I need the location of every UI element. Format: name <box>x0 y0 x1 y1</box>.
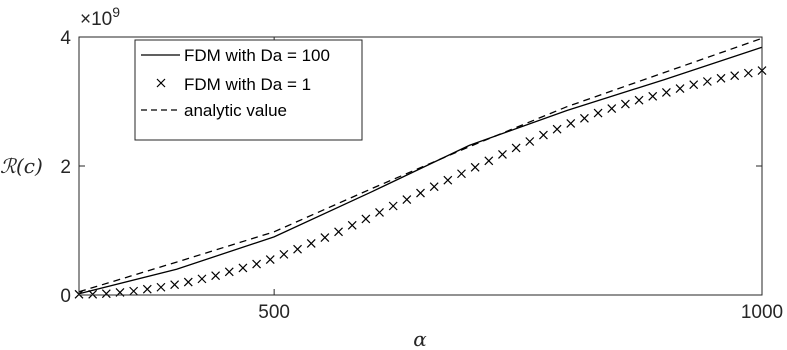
series-da1-markers <box>74 66 767 299</box>
y-axis-label: ℛ(c) <box>0 154 43 178</box>
ticks-layer: 500 1000 0 2 4 <box>60 28 783 323</box>
y-tick-label: 0 <box>60 286 71 307</box>
data-point-x-marker <box>279 249 289 259</box>
data-point-x-marker <box>634 95 644 105</box>
data-point-x-marker <box>388 201 398 211</box>
data-point-x-marker <box>252 259 262 269</box>
data-point-x-marker <box>197 274 207 284</box>
y-tick-label: 2 <box>60 157 71 178</box>
data-point-x-marker <box>361 214 371 224</box>
data-point-x-marker <box>620 99 630 109</box>
data-point-x-marker <box>265 255 275 264</box>
data-point-x-marker <box>484 156 494 166</box>
data-point-x-marker <box>525 137 535 146</box>
series-layer <box>74 37 767 299</box>
data-point-x-marker <box>539 130 548 140</box>
data-point-x-marker <box>443 175 453 185</box>
data-point-x-marker <box>402 195 412 204</box>
data-point-x-marker <box>730 71 740 81</box>
data-point-x-marker <box>334 227 343 237</box>
y-exponent-base: ×10 <box>80 9 112 30</box>
y-exponent-power: 9 <box>112 4 120 20</box>
data-point-x-marker <box>675 84 685 94</box>
data-point-x-marker <box>457 169 466 179</box>
legend-label-da100: FDM with Da = 100 <box>184 46 330 65</box>
data-point-x-marker <box>156 282 166 292</box>
data-point-x-marker <box>593 108 603 118</box>
data-point-x-marker <box>498 149 507 159</box>
data-point-x-marker <box>320 233 330 243</box>
data-point-x-marker <box>224 267 234 277</box>
data-point-x-marker <box>716 73 726 83</box>
data-point-x-marker <box>743 68 753 78</box>
data-point-x-marker <box>416 188 425 198</box>
data-point-x-marker <box>88 289 98 299</box>
data-point-x-marker <box>470 162 480 172</box>
series-da100-line <box>78 46 763 295</box>
legend: FDM with Da = 100 FDM with Da = 1 analyt… <box>134 39 363 141</box>
data-point-x-marker <box>579 113 589 123</box>
x-tick-label: 1000 <box>741 302 783 323</box>
data-point-x-marker <box>429 182 439 192</box>
series-analytic-line <box>78 37 763 293</box>
data-point-x-marker <box>689 80 699 90</box>
x-tick-label: 500 <box>258 302 290 323</box>
data-point-x-marker <box>375 208 384 217</box>
data-point-x-marker <box>101 289 111 299</box>
data-point-x-marker <box>648 91 658 101</box>
data-point-x-marker <box>293 244 302 254</box>
legend-sample-da1 <box>156 78 166 88</box>
data-point-x-marker <box>306 238 316 248</box>
data-point-x-marker <box>211 271 221 281</box>
data-point-x-marker <box>702 77 712 86</box>
data-point-x-marker <box>238 263 248 273</box>
data-point-x-marker <box>661 88 671 97</box>
data-point-x-marker <box>566 119 576 128</box>
data-point-x-marker <box>511 143 521 153</box>
data-point-x-marker <box>129 286 139 296</box>
legend-label-da1: FDM with Da = 1 <box>184 75 311 94</box>
data-point-x-marker <box>552 124 562 134</box>
x-axis-label: α <box>413 327 427 350</box>
data-point-x-marker <box>170 280 180 290</box>
legend-label-analytic: analytic value <box>184 101 287 120</box>
y-tick-label: 4 <box>60 28 71 49</box>
legend-box <box>134 39 363 141</box>
y-exponent-label: ×109 <box>80 4 120 30</box>
data-point-x-marker <box>183 277 193 287</box>
data-point-x-marker <box>347 220 357 230</box>
data-point-x-marker <box>607 104 617 114</box>
data-point-x-marker <box>142 284 152 294</box>
